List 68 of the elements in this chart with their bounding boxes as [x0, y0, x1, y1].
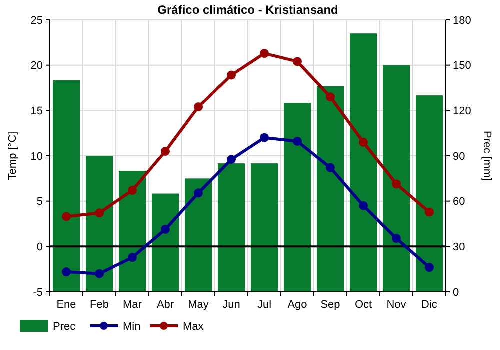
point [194, 188, 203, 198]
x-tick-label: May [188, 299, 210, 311]
point [293, 57, 302, 66]
point [326, 163, 335, 172]
x-tick-label: Dic [422, 299, 438, 311]
point [293, 136, 302, 146]
point [161, 224, 170, 234]
y-tick-label: 10 [30, 150, 43, 163]
bar [118, 171, 146, 292]
y-tick-label: -5 [33, 286, 43, 299]
point [128, 253, 137, 262]
point [425, 263, 434, 272]
x-tick-label: Jun [222, 299, 240, 311]
y-tick-label: 20 [30, 60, 43, 72]
x-tick-label: Oct [354, 299, 372, 311]
legend-label: Prec [53, 320, 76, 333]
x-tick-label: Nov [386, 299, 407, 311]
y2-axis-title: Prec [mm] [481, 130, 493, 182]
point [227, 70, 236, 80]
point [95, 269, 104, 278]
y2-tick-label: 60 [453, 196, 466, 208]
point [62, 268, 71, 277]
point [425, 208, 434, 217]
bar [284, 103, 312, 292]
y-tick-label: 0 [36, 242, 43, 254]
point [359, 138, 368, 147]
bar [316, 86, 344, 292]
point [260, 133, 269, 142]
point [161, 146, 170, 156]
point [260, 49, 269, 58]
x-tick-label: Feb [90, 299, 109, 311]
y2-tick-label: 180 [453, 14, 472, 27]
point [227, 155, 236, 164]
bar [52, 80, 80, 292]
point [128, 186, 137, 195]
point [62, 212, 71, 222]
bar [416, 96, 444, 292]
point [392, 180, 401, 189]
point [95, 208, 104, 218]
bar [184, 178, 212, 292]
bar [382, 65, 410, 292]
y-tick-label: 5 [36, 196, 43, 208]
x-tick-label: Sep [320, 299, 340, 311]
y2-tick-label: 90 [453, 150, 466, 163]
legend-label: Max [183, 320, 204, 333]
bar [218, 164, 246, 292]
legend-label: Min [123, 320, 141, 333]
y2-tick-label: 0 [453, 286, 460, 299]
bar [152, 194, 180, 292]
chart-title: Gráfico climático - Kristiansand [158, 3, 338, 17]
y-tick-label: 25 [30, 14, 43, 27]
bar [86, 156, 114, 292]
point [326, 92, 335, 102]
x-tick-label: Abr [156, 299, 174, 311]
x-tick-label: Ene [56, 299, 76, 311]
x-tick-label: Jul [257, 299, 272, 311]
x-tick-label: Ago [288, 299, 308, 311]
bar [350, 34, 378, 292]
point [194, 102, 203, 112]
y-tick-label: 15 [30, 106, 43, 118]
y2-tick-label: 150 [453, 60, 472, 72]
y-axis-title: Temp [°C] [7, 132, 19, 180]
bar [250, 164, 278, 292]
point [392, 234, 401, 244]
x-tick-label: Mar [123, 299, 142, 311]
y2-tick-label: 30 [453, 242, 466, 254]
point [359, 201, 368, 210]
y2-tick-label: 120 [453, 106, 472, 118]
